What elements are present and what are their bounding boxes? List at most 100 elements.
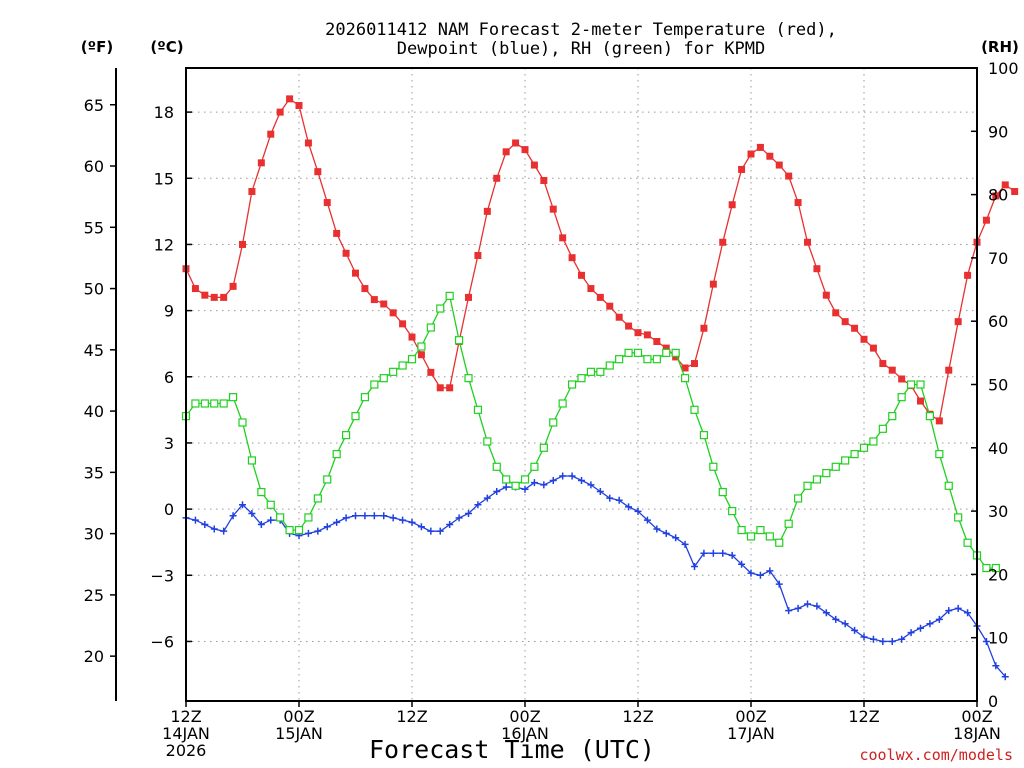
rh-point — [266, 500, 275, 509]
temperature-point — [634, 329, 642, 337]
rh-point — [520, 475, 530, 484]
dewpoint-point — [615, 496, 623, 504]
temperature-point — [239, 240, 246, 248]
temperature-point — [210, 293, 218, 301]
temperature-point — [342, 249, 350, 257]
dewpoint-point — [728, 551, 736, 559]
dewpoint-point — [681, 540, 689, 548]
fahrenheit-tick-label: 40 — [84, 402, 104, 421]
dewpoint-point — [643, 516, 651, 524]
fahrenheit-tick-label: 35 — [84, 463, 104, 482]
temperature-point — [267, 130, 275, 138]
temperature-point — [898, 375, 906, 383]
x-tick-label: 14JAN — [162, 724, 210, 743]
temperature-point — [370, 296, 378, 304]
temperature-point — [606, 302, 614, 310]
temperature-point — [992, 192, 1000, 200]
temperature-point — [286, 95, 294, 103]
dewpoint-point — [455, 514, 463, 522]
x-tick-label: 12Z — [396, 707, 427, 726]
rh-tick-label: 90 — [988, 122, 1008, 141]
rh-point — [699, 431, 709, 440]
dewpoint-point — [502, 483, 510, 491]
temperature-point — [653, 337, 661, 345]
rh-point — [888, 412, 897, 421]
rh-line — [185, 294, 996, 569]
dewpoint-point — [530, 479, 538, 487]
rh-point — [276, 513, 285, 522]
dewpoint-point — [540, 481, 548, 489]
temperature-point — [700, 324, 708, 332]
dewpoint-point — [634, 507, 642, 515]
temperature-point — [804, 238, 811, 246]
temperature-point — [512, 139, 520, 147]
rh-point — [624, 348, 633, 357]
temperature-point — [982, 216, 990, 224]
dewpoint-point — [917, 624, 924, 632]
dewpoint-point — [935, 615, 943, 623]
rh-point — [982, 563, 991, 573]
temperature-point — [220, 293, 228, 301]
temperature-point — [559, 234, 567, 242]
temperature-point — [540, 176, 548, 184]
dewpoint-point — [907, 629, 915, 637]
dewpoint-point — [606, 494, 614, 502]
dewpoint-point — [587, 481, 595, 489]
rh-point — [502, 475, 511, 484]
dewpoint-point — [389, 514, 397, 522]
rh-point — [379, 374, 388, 383]
temperature-point — [964, 271, 972, 279]
temperature-point — [578, 271, 585, 279]
temperature-point — [361, 285, 369, 293]
dewpoint-point — [399, 516, 407, 524]
temperature-point — [446, 384, 454, 392]
celsius-tick-label: −6 — [150, 632, 174, 651]
temperature-point — [822, 291, 830, 299]
x-tick-label: 00Z — [283, 707, 314, 726]
rh-unit-label: (RH) — [981, 38, 1019, 56]
dewpoint-point — [267, 516, 275, 524]
rh-point — [652, 355, 661, 364]
dewpoint-point — [342, 514, 350, 522]
dewpoint-point — [869, 635, 877, 643]
dewpoint-point — [220, 527, 228, 535]
rh-point — [633, 348, 643, 357]
dewpoint-point — [964, 609, 972, 617]
dewpoint-point — [691, 562, 698, 570]
rh-point — [313, 494, 322, 503]
rh-point — [586, 367, 596, 376]
x-tick-label: 18JAN — [953, 724, 1001, 743]
dewpoint-point — [521, 485, 529, 493]
rh-point — [897, 393, 906, 402]
temperature-point — [945, 366, 953, 374]
dewpoint-point — [559, 472, 567, 480]
rh-point — [511, 481, 520, 490]
dewpoint-point — [813, 602, 821, 610]
temperature-point — [841, 318, 849, 326]
rh-point — [680, 374, 690, 383]
temperature-point — [474, 251, 482, 259]
dewpoint-point — [625, 503, 633, 511]
dewpoint-point — [662, 529, 670, 537]
temperature-point — [832, 309, 840, 317]
rh-point — [426, 323, 435, 332]
dewpoint-point — [446, 521, 454, 529]
dewpoint-point — [191, 516, 199, 524]
temperature-point — [276, 108, 284, 116]
rh-point — [944, 481, 953, 490]
dewpoint-point — [860, 633, 868, 641]
rh-point — [841, 456, 850, 465]
temperature-point — [869, 344, 877, 352]
dewpoint-point — [352, 512, 359, 520]
temperature-point — [521, 146, 529, 154]
dewpoint-point — [709, 549, 717, 557]
rh-point — [737, 525, 746, 535]
dewpoint-point — [851, 626, 859, 634]
temperature-point — [888, 366, 896, 374]
dewpoint-point — [493, 487, 501, 495]
fahrenheit-tick-label: 45 — [84, 341, 104, 360]
temperature-point — [917, 397, 924, 405]
temperature-point — [191, 285, 199, 293]
fahrenheit-tick-label: 65 — [84, 96, 104, 115]
